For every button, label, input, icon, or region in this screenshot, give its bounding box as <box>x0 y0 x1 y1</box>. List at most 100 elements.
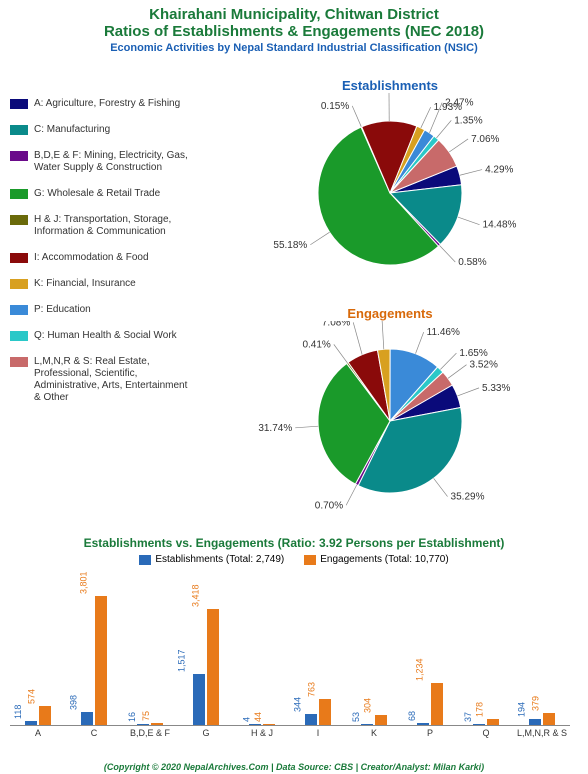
bar-group: 344763I <box>304 699 332 725</box>
bar-value-label: 37 <box>463 712 473 724</box>
title-line2: Ratios of Establishments & Engagements (… <box>0 23 588 40</box>
legend-item: L,M,N,R & S: Real Estate, Professional, … <box>10 356 190 404</box>
bar-value-label: 118 <box>13 705 23 721</box>
bar-value-label: 68 <box>407 711 417 723</box>
legend-swatch <box>10 189 28 199</box>
svg-text:11.46%: 11.46% <box>427 327 460 338</box>
category-legend: A: Agriculture, Forestry & Fishing C: Man… <box>10 98 190 418</box>
svg-text:3.52%: 3.52% <box>470 360 498 371</box>
svg-text:35.29%: 35.29% <box>451 492 485 503</box>
bar-value-label: 194 <box>516 702 526 719</box>
legend-label: B,D,E & F: Mining, Electricity, Gas, Wat… <box>34 150 190 174</box>
legend-label: H & J: Transportation, Storage, Informat… <box>34 214 190 238</box>
bar-legend-label: Establishments (Total: 2,749) <box>155 554 284 565</box>
svg-text:14.48%: 14.48% <box>483 220 517 231</box>
bar: 398 <box>81 712 93 726</box>
bar-value-label: 398 <box>68 695 78 712</box>
bar-category-label: B,D,E & F <box>122 728 178 738</box>
legend-label: G: Wholesale & Retail Trade <box>34 188 160 200</box>
bar: 1,234 <box>431 683 443 725</box>
bar-value-label: 16 <box>127 712 137 724</box>
legend-item: K: Financial, Insurance <box>10 278 190 290</box>
bar-value-label: 304 <box>362 698 372 715</box>
svg-text:31.74%: 31.74% <box>258 423 292 434</box>
legend-item: B,D,E & F: Mining, Electricity, Gas, Wat… <box>10 150 190 174</box>
bar-value-label: 3,418 <box>191 584 201 609</box>
pie2-area: Engagements 5.33%35.29%0.70%31.74%0.41%7… <box>200 306 580 531</box>
legend-swatch <box>10 357 28 367</box>
bar-legend: Establishments (Total: 2,749) Engagements… <box>10 554 578 568</box>
bar-category-label: K <box>346 728 402 738</box>
pie1-area: Establishments 4.29%14.48%0.58%55.18%0.1… <box>200 78 580 303</box>
bar: 3,801 <box>95 596 107 726</box>
bar-group: 118574A <box>24 706 52 726</box>
legend-label: C: Manufacturing <box>34 124 110 136</box>
svg-text:7.08%: 7.08% <box>322 321 350 328</box>
bar-category-label: L,M,N,R & S <box>514 728 570 738</box>
bar-value-label: 574 <box>26 689 36 706</box>
bar: 574 <box>39 706 51 726</box>
bar: 763 <box>319 699 331 725</box>
copyright: (Copyright © 2020 NepalArchives.Com | Da… <box>0 762 588 772</box>
bar-baseline <box>10 725 570 726</box>
svg-text:0.58%: 0.58% <box>458 257 486 268</box>
legend-item: A: Agriculture, Forestry & Fishing <box>10 98 190 110</box>
svg-text:4.29%: 4.29% <box>485 165 513 176</box>
bar-category-label: Q <box>458 728 514 738</box>
bar-legend-item: Engagements (Total: 10,770) <box>304 554 448 565</box>
legend-label: L,M,N,R & S: Real Estate, Professional, … <box>34 356 190 404</box>
legend-label: Q: Human Health & Social Work <box>34 330 177 342</box>
svg-text:2.47%: 2.47% <box>445 98 473 109</box>
legend-item: P: Education <box>10 304 190 316</box>
bar-legend-swatch <box>304 555 316 565</box>
legend-label: K: Financial, Insurance <box>34 278 136 290</box>
pie2-title: Engagements <box>200 306 580 321</box>
bar-legend-item: Establishments (Total: 2,749) <box>139 554 284 565</box>
svg-text:7.06%: 7.06% <box>471 134 499 145</box>
legend-label: I: Accommodation & Food <box>34 252 149 264</box>
bar-value-label: 44 <box>253 712 263 724</box>
bar-group: 3983,801C <box>80 596 108 726</box>
legend-item: Q: Human Health & Social Work <box>10 330 190 342</box>
bar-chart: 118574A3983,801C1675B,D,E & F1,5173,418G… <box>10 574 570 744</box>
bar-category-label: A <box>10 728 66 738</box>
bar-group: 1,5173,418G <box>192 609 220 726</box>
bar-value-label: 344 <box>292 697 302 714</box>
bar-value-label: 75 <box>141 711 151 723</box>
bar-legend-label: Engagements (Total: 10,770) <box>320 554 448 565</box>
bar-legend-swatch <box>139 555 151 565</box>
bar-value-label: 178 <box>474 702 484 719</box>
bar-value-label: 4 <box>241 717 251 724</box>
pie1-chart: 4.29%14.48%0.58%55.18%0.15%12.51%1.93%2.… <box>200 93 580 303</box>
svg-text:55.18%: 55.18% <box>273 240 307 251</box>
bar-category-label: H & J <box>234 728 290 738</box>
svg-text:0.41%: 0.41% <box>302 339 330 350</box>
legend-label: A: Agriculture, Forestry & Fishing <box>34 98 180 110</box>
legend-swatch <box>10 305 28 315</box>
bar-value-label: 1,517 <box>177 649 187 674</box>
pie1-title: Establishments <box>200 78 580 93</box>
bar-section: Establishments vs. Engagements (Ratio: 3… <box>10 536 578 744</box>
bar-title: Establishments vs. Engagements (Ratio: 3… <box>10 536 578 550</box>
legend-swatch <box>10 99 28 109</box>
bar-value-label: 763 <box>306 682 316 699</box>
bar-category-label: G <box>178 728 234 738</box>
bar-category-label: I <box>290 728 346 738</box>
legend-item: G: Wholesale & Retail Trade <box>10 188 190 200</box>
pie2-chart: 5.33%35.29%0.70%31.74%0.41%7.08%2.82%11.… <box>200 321 580 531</box>
legend-swatch <box>10 125 28 135</box>
subtitle: Economic Activities by Nepal Standard In… <box>0 42 588 54</box>
bar: 3,418 <box>207 609 219 726</box>
legend-swatch <box>10 253 28 263</box>
legend-label: P: Education <box>34 304 91 316</box>
bar-category-label: P <box>402 728 458 738</box>
legend-item: I: Accommodation & Food <box>10 252 190 264</box>
bar-value-label: 3,801 <box>79 571 89 596</box>
bar-category-label: C <box>66 728 122 738</box>
svg-text:0.70%: 0.70% <box>315 500 343 511</box>
legend-swatch <box>10 279 28 289</box>
bar-group: 681,234P <box>416 683 444 725</box>
legend-swatch <box>10 151 28 161</box>
bar-value-label: 1,234 <box>415 659 425 684</box>
bar-value-label: 53 <box>351 712 361 724</box>
